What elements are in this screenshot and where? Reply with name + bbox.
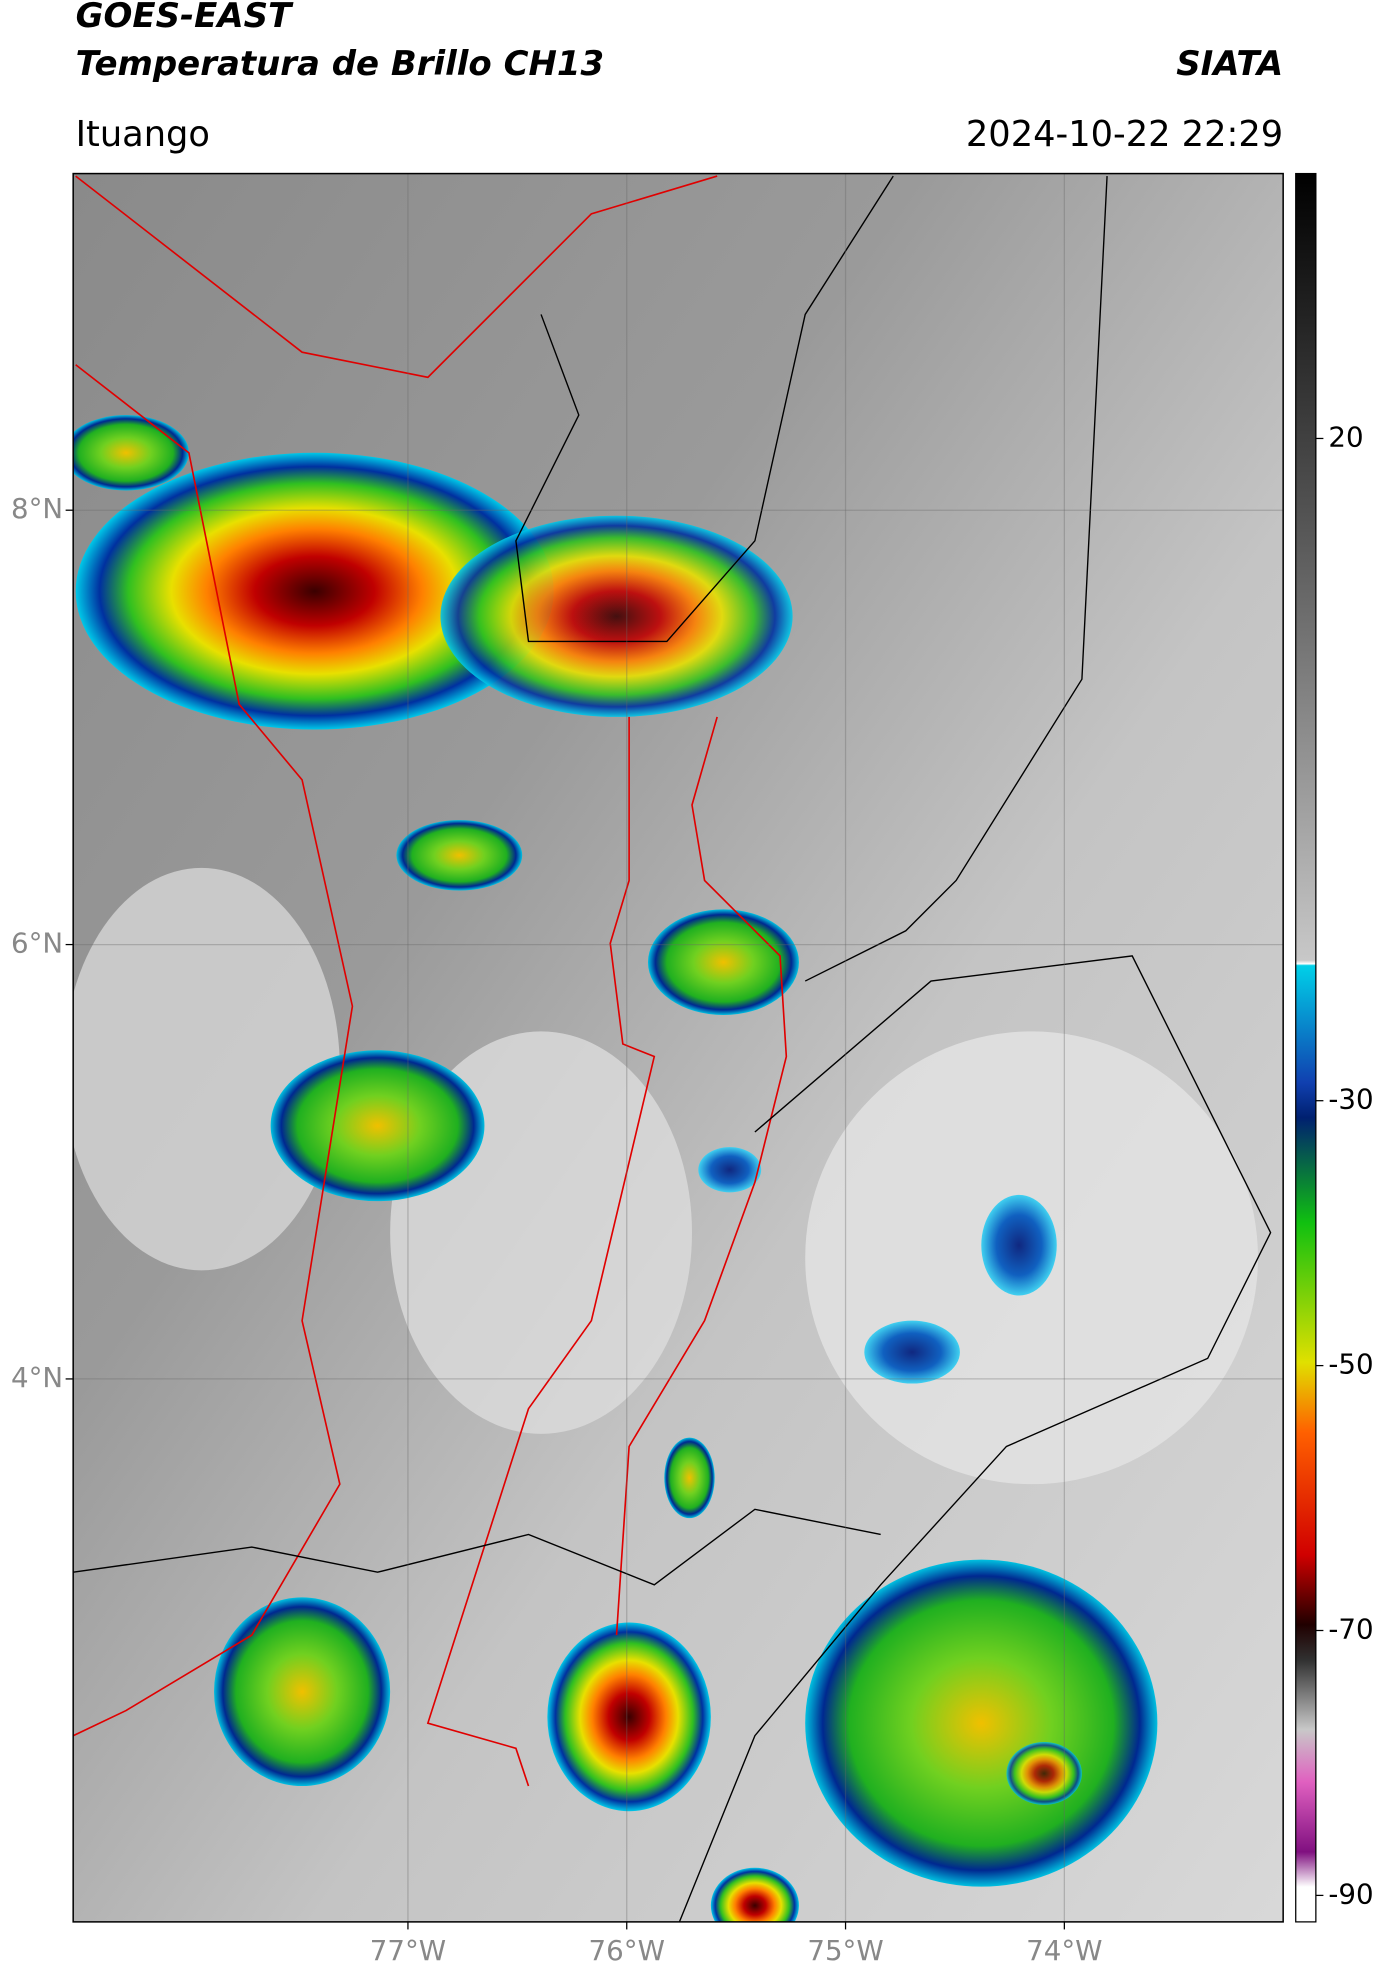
cloud	[73, 867, 340, 1271]
location: Ituango	[76, 114, 210, 155]
storm	[647, 909, 799, 1016]
storm	[710, 1867, 799, 1922]
coastline	[73, 364, 354, 1737]
colorbar-tick-label: -30	[1328, 1083, 1373, 1116]
imagery	[73, 173, 1284, 1922]
map-frame	[72, 172, 1284, 1923]
department-border	[615, 716, 788, 1636]
department-border	[426, 716, 656, 1787]
admin-border	[804, 176, 1108, 982]
storm	[664, 1437, 715, 1519]
storm	[270, 1050, 485, 1202]
border	[75, 175, 718, 379]
storm	[1006, 1742, 1082, 1805]
admin-border	[73, 1508, 881, 1586]
x-tick-label: 77°W	[370, 1934, 446, 1967]
storm	[981, 1194, 1057, 1296]
x-tick-label: 74°W	[1026, 1934, 1102, 1967]
y-tick-label: 8°N	[11, 492, 63, 525]
storm	[73, 415, 189, 491]
admin-border	[515, 175, 894, 643]
colorbar-tick-label: 20	[1328, 420, 1363, 453]
storm	[864, 1320, 960, 1384]
source: SIATA	[1176, 44, 1283, 84]
x-tick-label: 75°W	[807, 1934, 883, 1967]
storm	[75, 452, 554, 730]
colorbar-tick-label: -70	[1328, 1612, 1373, 1645]
storm	[698, 1147, 762, 1193]
colorbar-tick-label: -50	[1328, 1348, 1373, 1381]
admin-border	[678, 955, 1272, 1922]
datetime: 2024-10-22 22:29	[966, 114, 1283, 155]
colorbar-tick-label: -90	[1328, 1877, 1373, 1910]
y-tick-label: 4°N	[11, 1361, 63, 1394]
subtitle: Temperatura de Brillo CH13	[76, 44, 604, 84]
storm	[214, 1597, 391, 1787]
y-tick-label: 6°N	[11, 927, 63, 960]
storm	[440, 515, 793, 717]
title: GOES-EAST	[76, 0, 294, 36]
grid	[73, 173, 1284, 1922]
colorbar	[1295, 172, 1317, 1923]
storm	[805, 1559, 1158, 1887]
storm	[547, 1622, 711, 1812]
x-tick-label: 76°W	[589, 1934, 665, 1967]
storm	[396, 820, 523, 891]
